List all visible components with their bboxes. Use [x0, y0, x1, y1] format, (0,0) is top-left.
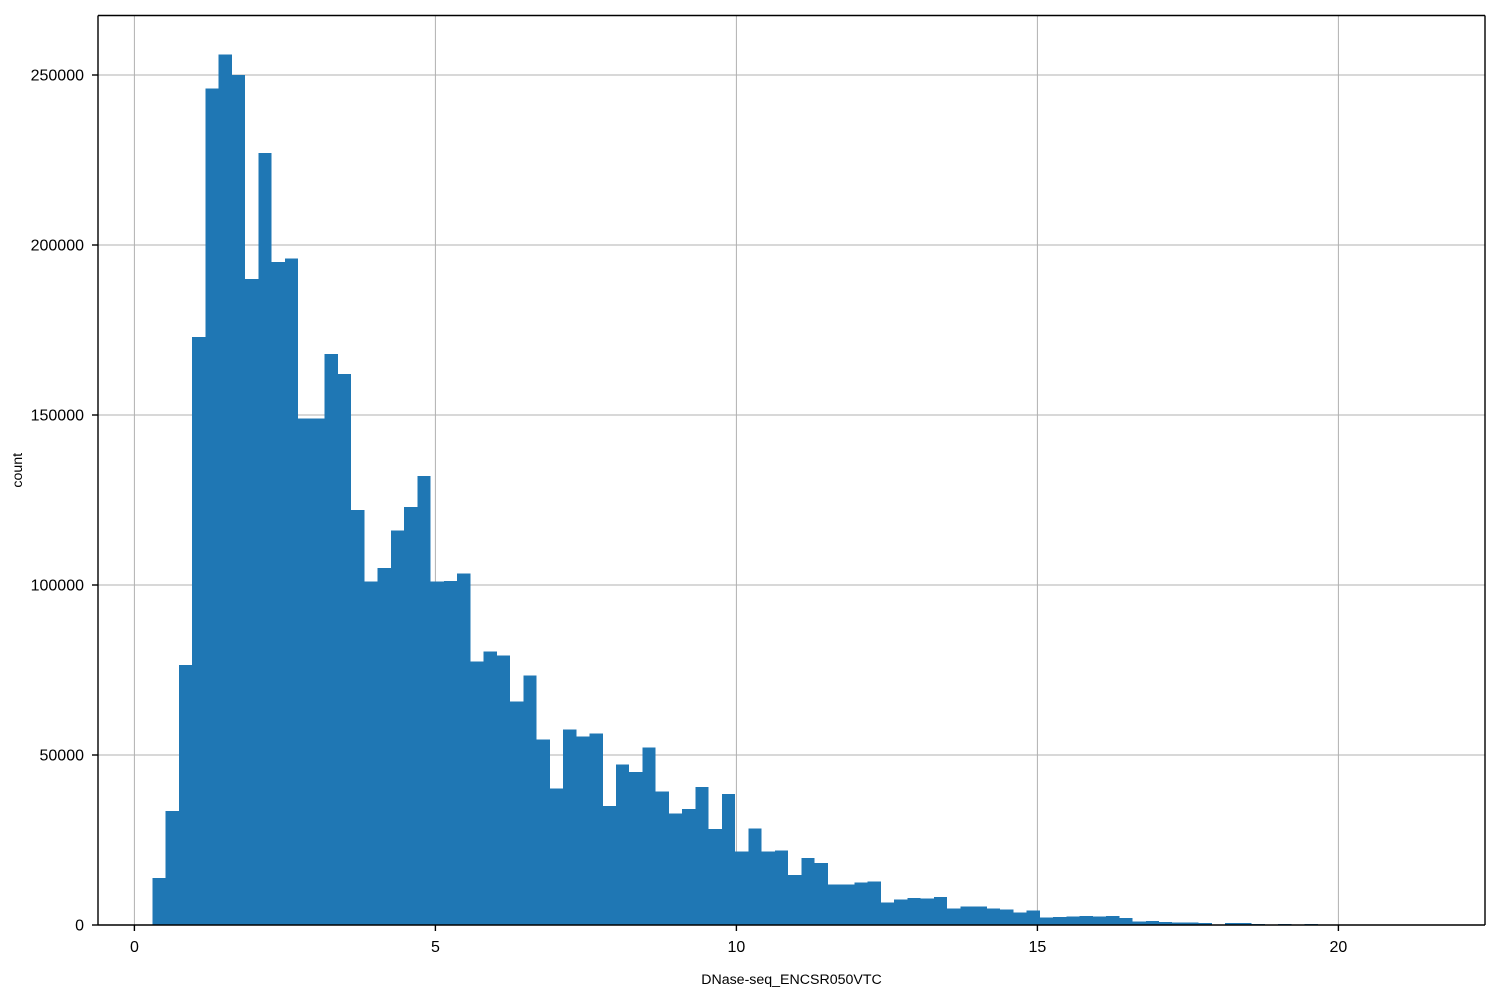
svg-text:5: 5: [431, 939, 440, 956]
svg-text:200000: 200000: [31, 238, 84, 255]
svg-text:10: 10: [728, 939, 746, 956]
svg-text:15: 15: [1029, 939, 1047, 956]
svg-text:count: count: [10, 453, 26, 488]
svg-text:0: 0: [130, 939, 139, 956]
svg-text:0: 0: [75, 918, 84, 935]
svg-text:DNase-seq_ENCSR050VTC: DNase-seq_ENCSR050VTC: [701, 972, 882, 988]
svg-text:150000: 150000: [31, 408, 84, 425]
svg-text:250000: 250000: [31, 68, 84, 85]
svg-text:50000: 50000: [40, 748, 85, 765]
svg-text:20: 20: [1330, 939, 1348, 956]
svg-text:100000: 100000: [31, 578, 84, 595]
